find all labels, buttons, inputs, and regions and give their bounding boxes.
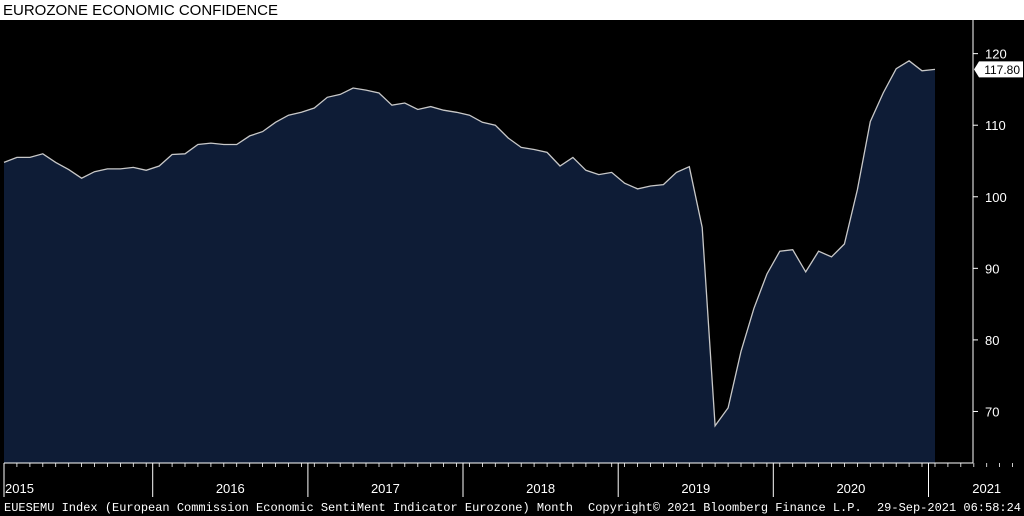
y-tick-label-70: 70	[985, 405, 999, 420]
x-tick-label-2019: 2019	[681, 481, 710, 496]
footer-group: EUESEMU Index (European Commission Econo…	[4, 501, 1021, 515]
x-tick-label-2020: 2020	[836, 481, 865, 496]
footer-security: EUESEMU Index (European Commission Econo…	[4, 501, 573, 515]
last-value-label: 117.80	[984, 63, 1020, 77]
x-tick-label-2017: 2017	[371, 481, 400, 496]
series-line	[3, 60, 936, 428]
chart-title: EUROZONE ECONOMIC CONFIDENCE	[3, 2, 279, 19]
x-tick-label-2015: 2015	[5, 481, 34, 496]
chart-area: 70 80 90 100 110 120 117.80 2015 2016 2017 2018 201…	[0, 20, 1024, 516]
y-tick-label-80: 80	[985, 333, 999, 348]
plot-group	[3, 60, 936, 464]
footer-timestamp: 29-Sep-2021 06:58:24	[877, 501, 1021, 515]
y-tick-label-90: 90	[985, 261, 999, 276]
x-tick-label-2021: 2021	[972, 481, 1001, 496]
x-tick-label-2018: 2018	[526, 481, 555, 496]
footer-copyright: Copyright© 2021 Bloomberg Finance L.P.	[588, 501, 862, 515]
series-area-fill	[4, 60, 935, 464]
y-tick-label-120: 120	[985, 47, 1007, 62]
y-tick-label-100: 100	[985, 190, 1007, 205]
x-tick-label-2016: 2016	[216, 481, 245, 496]
y-tick-label-110: 110	[985, 118, 1006, 133]
last-value-flag	[974, 61, 1023, 78]
